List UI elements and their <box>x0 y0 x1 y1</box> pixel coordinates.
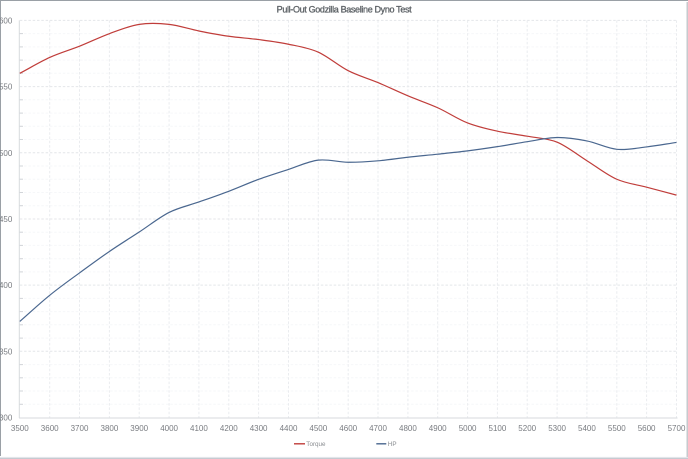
svg-text:400: 400 <box>0 281 13 290</box>
svg-text:4300: 4300 <box>250 424 268 433</box>
svg-text:550: 550 <box>0 83 13 92</box>
svg-text:4000: 4000 <box>160 424 178 433</box>
svg-text:4400: 4400 <box>280 424 298 433</box>
svg-text:4200: 4200 <box>220 424 238 433</box>
svg-text:3900: 3900 <box>130 424 148 433</box>
svg-text:5500: 5500 <box>608 424 626 433</box>
svg-text:5600: 5600 <box>638 424 656 433</box>
svg-text:450: 450 <box>0 215 13 224</box>
svg-text:500: 500 <box>0 149 13 158</box>
svg-text:3800: 3800 <box>101 424 119 433</box>
svg-text:3600: 3600 <box>41 424 59 433</box>
svg-text:Pull-Out Godzilla Baseline Dyn: Pull-Out Godzilla Baseline Dyno Test <box>277 5 413 15</box>
svg-text:Torque: Torque <box>306 441 326 448</box>
svg-text:4500: 4500 <box>309 424 327 433</box>
svg-text:4600: 4600 <box>339 424 357 433</box>
svg-text:HP: HP <box>388 441 397 448</box>
svg-text:350: 350 <box>0 347 13 356</box>
svg-text:300: 300 <box>0 414 13 423</box>
svg-text:4700: 4700 <box>369 424 387 433</box>
svg-text:5300: 5300 <box>548 424 566 433</box>
svg-text:3500: 3500 <box>11 424 29 433</box>
svg-text:4900: 4900 <box>429 424 447 433</box>
svg-text:5000: 5000 <box>459 424 477 433</box>
svg-text:3700: 3700 <box>71 424 89 433</box>
svg-text:600: 600 <box>0 17 13 26</box>
svg-text:5200: 5200 <box>518 424 536 433</box>
svg-text:5400: 5400 <box>578 424 596 433</box>
svg-text:5100: 5100 <box>489 424 507 433</box>
svg-text:4800: 4800 <box>399 424 417 433</box>
svg-text:4100: 4100 <box>190 424 208 433</box>
svg-text:5700: 5700 <box>668 424 686 433</box>
